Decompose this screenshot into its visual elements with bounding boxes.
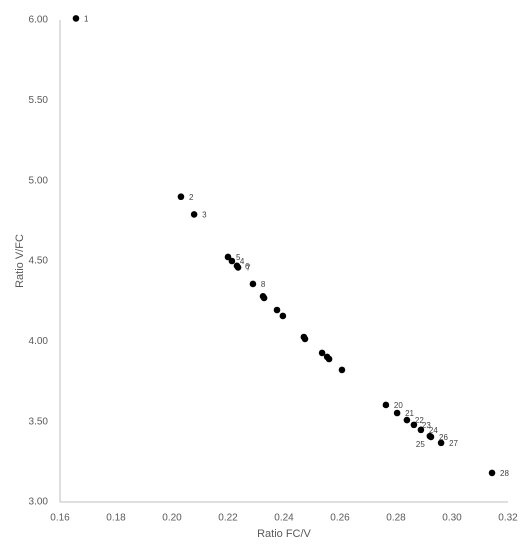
x-axis-title: Ratio FC/V [257, 528, 311, 540]
point-label: 6 [245, 262, 250, 271]
point [279, 312, 287, 320]
x-tick-label: 0.26 [330, 513, 350, 524]
point [260, 294, 268, 302]
x-tick-label: 0.16 [50, 513, 70, 524]
point-label: 4 [240, 257, 245, 266]
y-axis-title: Ratio V/FC [14, 234, 26, 288]
point [318, 349, 326, 357]
point-label: 25 [416, 440, 425, 449]
point-label: 28 [500, 469, 509, 478]
x-tick-label: 0.28 [386, 513, 406, 524]
x-tick-label: 0.22 [218, 513, 238, 524]
y-tick-label: 5.00 [29, 175, 49, 186]
point-label: 21 [405, 409, 414, 418]
x-tick-label: 0.30 [442, 513, 462, 524]
point [177, 193, 185, 201]
x-tick-label: 0.20 [162, 513, 182, 524]
y-tick-label: 3.50 [29, 416, 49, 427]
point-label: 2 [189, 193, 194, 202]
point [190, 211, 198, 218]
x-tick-label: 0.32 [498, 513, 518, 524]
y-tick-label: 5.50 [29, 95, 49, 106]
point [325, 355, 333, 363]
point-label: 3 [202, 211, 207, 220]
point [410, 421, 418, 429]
y-tick-label: 4.50 [29, 256, 49, 267]
point-label: 22 [415, 416, 424, 425]
point [488, 469, 496, 477]
y-tick-label: 4.00 [29, 336, 49, 347]
point [427, 433, 435, 441]
point [301, 335, 309, 343]
point [338, 366, 346, 374]
point-label: 1 [84, 15, 89, 24]
point-label: 8 [261, 280, 266, 289]
point-label: 5 [236, 253, 241, 262]
point [273, 306, 281, 314]
point [249, 280, 257, 288]
point [403, 416, 411, 424]
point [393, 409, 401, 417]
point [228, 257, 236, 265]
point-label: 24 [429, 426, 438, 435]
y-tick-label: 3.00 [29, 497, 49, 508]
point [417, 426, 425, 434]
y-tick-label: 6.00 [29, 15, 49, 26]
point-label: 23 [422, 421, 431, 430]
point-label: 27 [449, 439, 458, 448]
x-tick-label: 0.24 [274, 513, 294, 524]
x-tick-label: 0.18 [106, 513, 126, 524]
point [382, 401, 390, 409]
point [72, 15, 80, 22]
point [437, 439, 445, 447]
point-label: 26 [439, 433, 448, 442]
point-label: 7 [246, 264, 251, 273]
point [234, 264, 242, 271]
point-label: 20 [394, 401, 403, 410]
